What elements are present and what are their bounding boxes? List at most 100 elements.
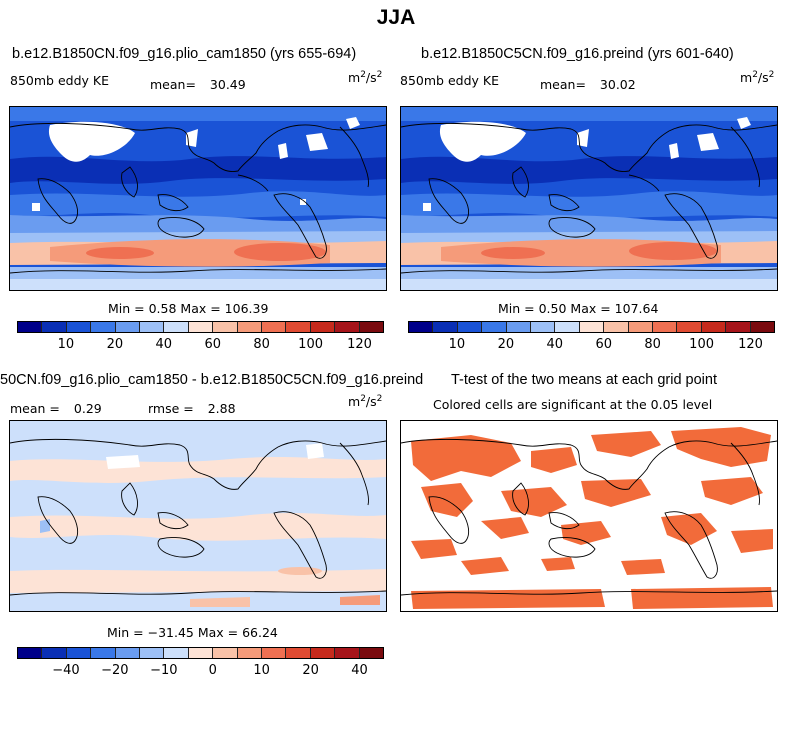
colorbar-swatch [555, 322, 580, 332]
colorbar-tick-label: 20 [106, 337, 124, 352]
panel-br-subtitle: Colored cells are significant at the 0.0… [433, 397, 713, 412]
panel-bl-map-svg [10, 421, 386, 611]
colorbar-swatch [91, 648, 116, 658]
colorbar-tick-label: 60 [204, 337, 221, 352]
colorbar-swatch [335, 322, 360, 332]
colorbar-swatch [750, 322, 775, 332]
colorbar-swatch [286, 648, 311, 658]
colorbar-tick-label: 10 [253, 663, 270, 678]
colorbar-swatch [457, 322, 483, 332]
colorbar-swatch [42, 648, 67, 658]
panel-br-map-svg [401, 421, 777, 611]
colorbar-swatch [91, 322, 116, 332]
panel-tl-units: m2/s2 [348, 70, 383, 86]
colorbar-swatch [262, 648, 287, 658]
colorbar-tick-label: 10 [57, 337, 75, 352]
colorbar-bottom-left [17, 647, 384, 659]
coastlines [10, 438, 386, 596]
panel-bl-mean-label: mean = [10, 401, 60, 416]
colorbar-swatch [726, 322, 751, 332]
colorbar-swatch [66, 648, 92, 658]
colorbar-swatch [262, 322, 287, 332]
colorbar-swatch [604, 322, 629, 332]
colorbar-swatch [531, 322, 556, 332]
colorbar-swatch [677, 322, 702, 332]
colorbar-top-left [17, 321, 384, 333]
colorbar-swatch [66, 322, 92, 332]
panel-bl-rmse: rmse = 2.88 [148, 401, 236, 416]
panel-tl-minmax: Min = 0.58 Max = 106.39 [108, 301, 269, 316]
panel-bl-minmax: Min = −31.45 Max = 66.24 [107, 625, 278, 640]
coastlines [10, 122, 386, 274]
panel-tl-title: b.e12.B1850CN.f09_g16.plio_cam1850 (yrs … [12, 46, 357, 62]
colorbar-swatch [286, 322, 311, 332]
colorbar-swatch [237, 648, 263, 658]
colorbar-swatch [42, 322, 67, 332]
panel-tr-units: m2/s2 [740, 70, 775, 86]
colorbar-tick-label: 60 [595, 337, 612, 352]
panel-tr-minmax: Min = 0.50 Max = 107.64 [498, 301, 659, 316]
colorbar-tick-label: 100 [298, 337, 324, 352]
panel-bl-rmse-label: rmse = [148, 401, 194, 416]
panel-bl-rmse-value: 2.88 [207, 401, 236, 416]
panel-tl-mean-value: 30.49 [209, 77, 246, 92]
panel-bl-map [9, 420, 387, 612]
panel-tr-map [400, 106, 778, 291]
colorbar-swatch [18, 322, 43, 332]
colorbar-swatch [359, 648, 384, 658]
colorbar-swatch [188, 322, 214, 332]
colorbar-swatch [140, 322, 165, 332]
colorbar-swatch [213, 648, 238, 658]
panel-tr-mean: mean= 30.02 [540, 77, 636, 92]
figure-title: JJA [376, 6, 416, 29]
colorbar-swatch [18, 648, 43, 658]
colorbar-swatch [237, 322, 263, 332]
colorbar-tick-label: 80 [253, 337, 270, 352]
colorbar-tick-label: 40 [155, 337, 173, 352]
colorbar-swatch [628, 322, 654, 332]
panel-br-map [400, 420, 778, 612]
colorbar-swatch [213, 322, 238, 332]
panel-br-title: T-test of the two means at each grid poi… [451, 372, 717, 388]
panel-bl-units: m2/s2 [348, 394, 383, 410]
colorbar-swatch [701, 322, 727, 332]
coastlines [401, 122, 777, 274]
colorbar-swatch [164, 648, 189, 658]
colorbar-tick-label: 10 [448, 337, 466, 352]
panel-tl-map-svg [10, 107, 386, 290]
panel-tl-map [9, 106, 387, 291]
colorbar-tick-label: 0 [208, 663, 217, 678]
panel-tr-field: 850mb eddy KE [400, 73, 499, 88]
colorbar-tick-label: 120 [738, 337, 763, 352]
colorbar-swatch [335, 648, 360, 658]
colorbar-swatch [310, 648, 336, 658]
colorbar-tick-label: 100 [689, 337, 715, 352]
colorbar-tick-label: −10 [150, 663, 178, 678]
colorbar-swatch [140, 648, 165, 658]
panel-bl-mean: mean = 0.29 [10, 401, 102, 416]
colorbar-swatch [482, 322, 507, 332]
coastlines [401, 438, 777, 596]
colorbar-swatch [115, 322, 141, 332]
colorbar-swatch [579, 322, 605, 332]
colorbar-tick-label: 40 [351, 663, 368, 678]
colorbar-swatch [115, 648, 141, 658]
panel-tl-field: 850mb eddy KE [10, 73, 109, 88]
colorbar-swatch [506, 322, 532, 332]
colorbar-swatch [653, 322, 678, 332]
colorbar-tick-label: 120 [347, 337, 372, 352]
panel-tl-mean-label: mean= [150, 77, 196, 92]
colorbar-tick-label: −20 [101, 663, 129, 678]
panel-bl-title: 50CN.f09_g16.plio_cam1850 - b.e12.B1850C… [0, 372, 424, 388]
colorbar-tick-label: 40 [546, 337, 564, 352]
colorbar-tick-label: 20 [497, 337, 515, 352]
colorbar-swatch [310, 322, 336, 332]
panel-tr-mean-value: 30.02 [599, 77, 636, 92]
colorbar-swatch [359, 322, 384, 332]
colorbar-swatch [164, 322, 189, 332]
panel-tr-map-svg [401, 107, 777, 290]
colorbar-tick-label: 20 [302, 663, 319, 678]
panel-tr-title: b.e12.B1850C5CN.f09_g16.preind (yrs 601-… [421, 46, 734, 62]
colorbar-top-right [408, 321, 775, 333]
colorbar-tick-label: 80 [644, 337, 661, 352]
